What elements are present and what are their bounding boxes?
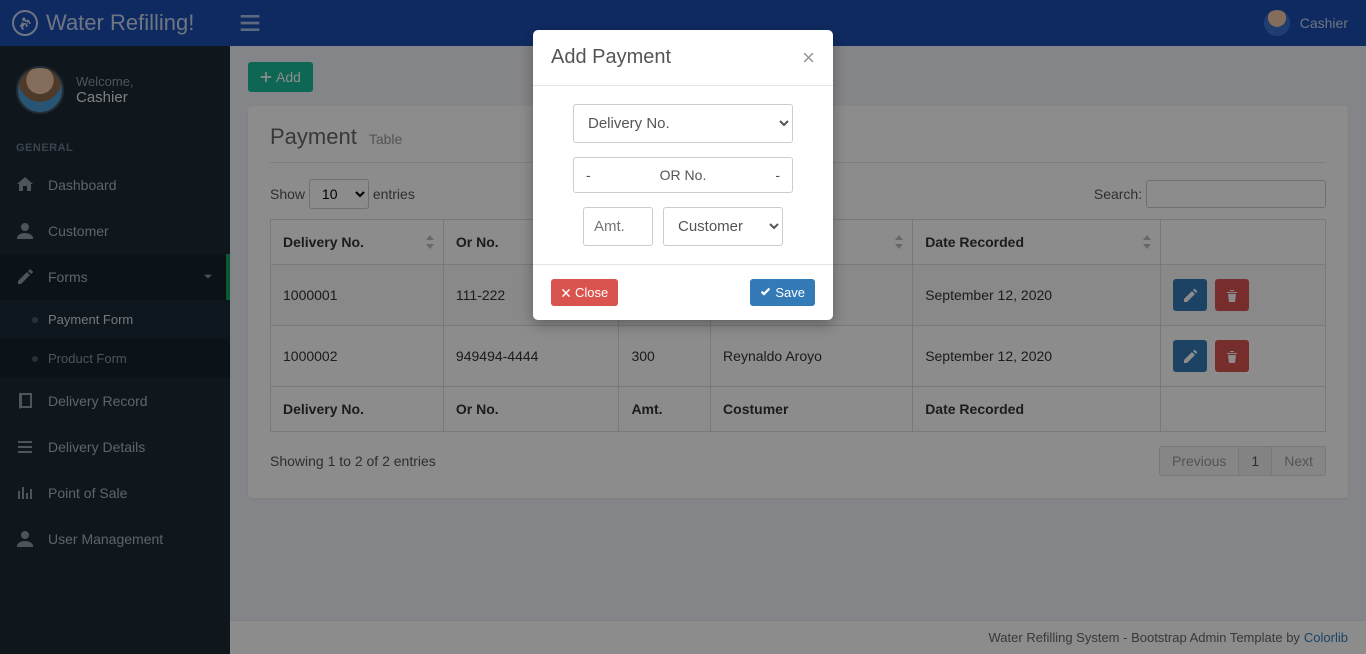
add-payment-modal: Add Payment × Delivery No. - OR No. - Cu… — [533, 30, 833, 320]
check-icon — [760, 287, 771, 298]
modal-body: Delivery No. - OR No. - Customer — [533, 86, 833, 264]
close-label: Close — [575, 285, 608, 300]
modal-header: Add Payment × — [533, 30, 833, 86]
modal-save-btn[interactable]: Save — [750, 279, 815, 306]
modal-title: Add Payment — [551, 46, 671, 69]
modal-footer: Close Save — [533, 264, 833, 320]
or-dash-left: - — [586, 167, 591, 183]
amount-input[interactable] — [583, 207, 653, 246]
or-no-label: OR No. — [660, 167, 707, 183]
customer-select[interactable]: Customer — [663, 207, 783, 246]
modal-close-btn[interactable]: Close — [551, 279, 618, 306]
delivery-no-select[interactable]: Delivery No. — [573, 104, 793, 143]
or-no-display: - OR No. - — [573, 157, 793, 193]
modal-close-button[interactable]: × — [802, 47, 815, 69]
or-dash-right: - — [775, 167, 780, 183]
close-icon — [561, 288, 571, 298]
save-label: Save — [775, 285, 805, 300]
